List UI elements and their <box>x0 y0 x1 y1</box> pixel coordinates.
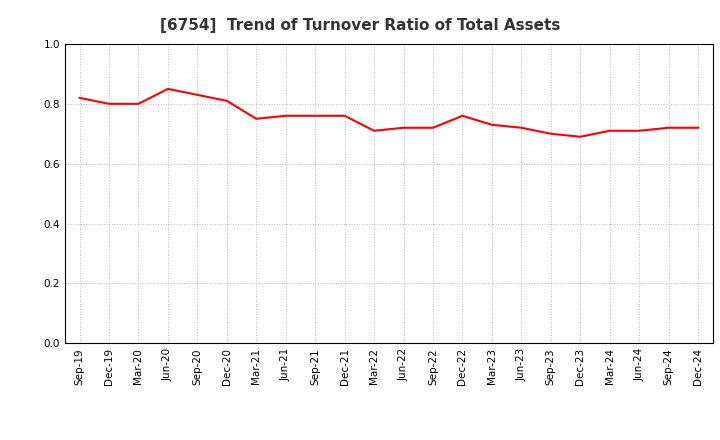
Text: [6754]  Trend of Turnover Ratio of Total Assets: [6754] Trend of Turnover Ratio of Total … <box>160 18 560 33</box>
